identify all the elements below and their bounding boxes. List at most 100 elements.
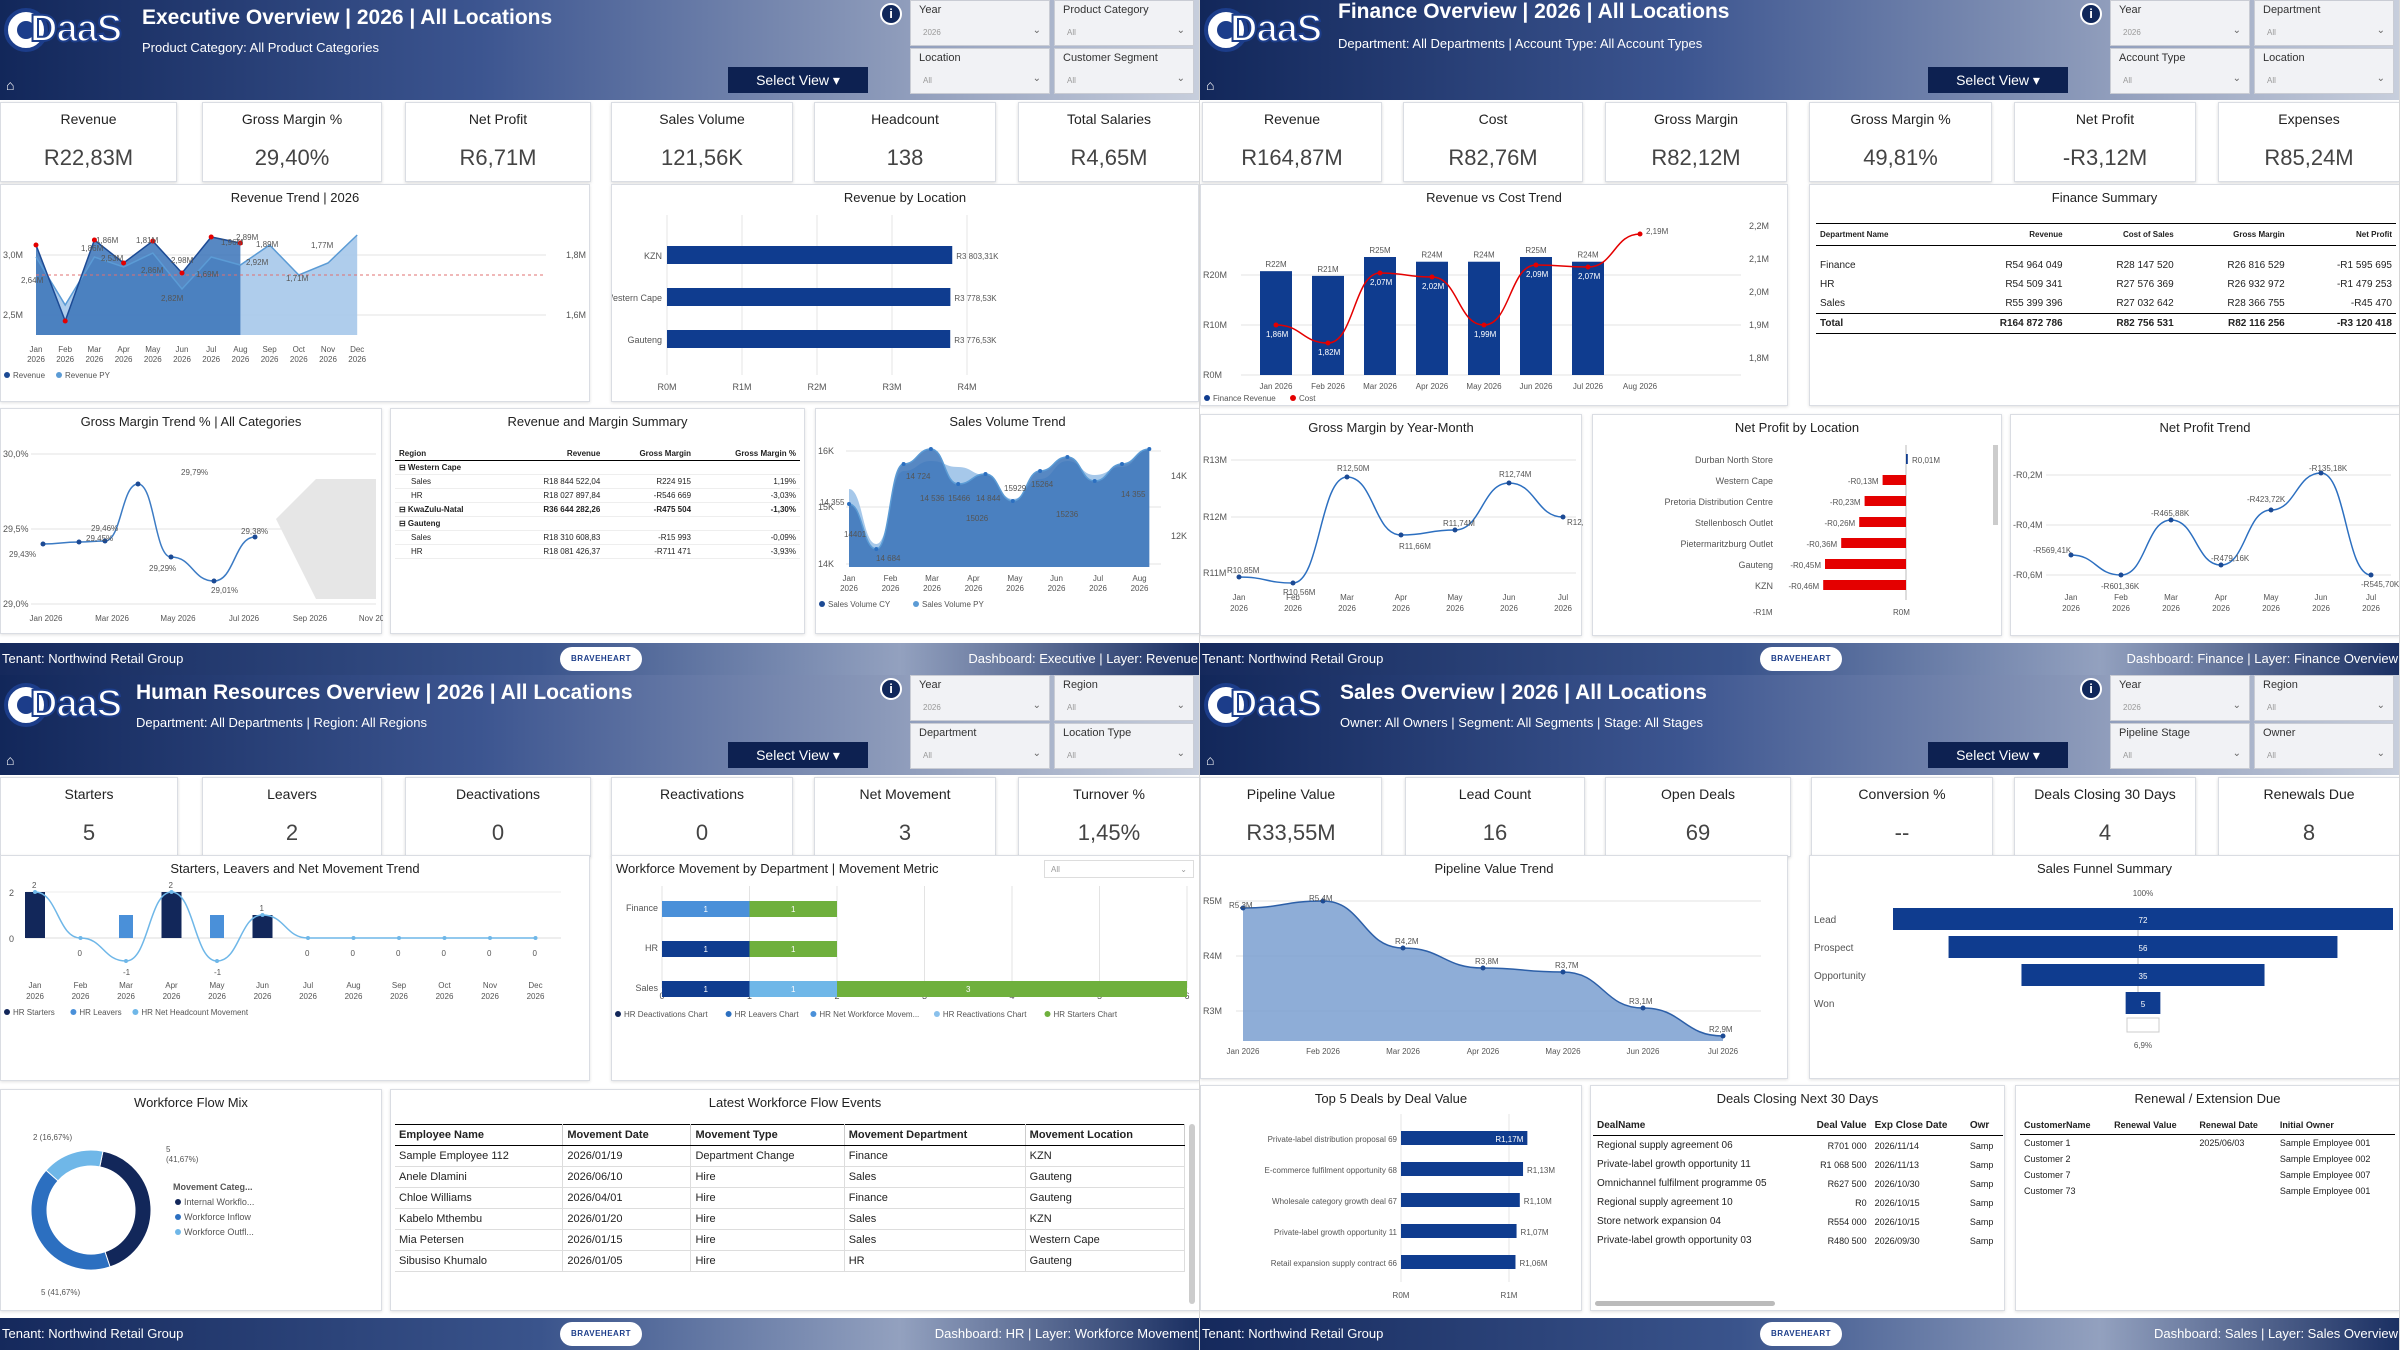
home-icon[interactable]: ⌂ bbox=[1206, 77, 1215, 93]
table-row[interactable]: Regional supply agreement 10 R0 2026/10/15… bbox=[1597, 1197, 1994, 1208]
tick-label: Apr bbox=[967, 574, 980, 583]
region-slicer[interactable]: Region All ⌄ bbox=[2254, 675, 2394, 721]
table-row[interactable]: Customer 7 Sample Employee 007 bbox=[2024, 1170, 2371, 1180]
column-header[interactable]: Renewal Value bbox=[2110, 1116, 2196, 1135]
select-view-button[interactable]: Select View ▾ bbox=[1928, 742, 2068, 768]
select-view-button[interactable]: Select View ▾ bbox=[728, 67, 868, 93]
column-header[interactable]: Owr bbox=[1965, 1116, 2003, 1136]
info-icon[interactable]: i bbox=[880, 3, 902, 25]
tick-label: 2026 bbox=[1131, 584, 1149, 593]
page-subtitle: Product Category: All Product Categories bbox=[142, 40, 380, 55]
table-row[interactable]: Sales R18 310 608,83 -R15 993 -0,09% bbox=[395, 530, 800, 545]
column-header[interactable]: Region bbox=[395, 447, 506, 461]
column-header[interactable]: CustomerName bbox=[2020, 1116, 2111, 1135]
column-header[interactable]: Movement Department bbox=[844, 1124, 1026, 1146]
department-slicer[interactable]: Department All ⌄ bbox=[2254, 0, 2394, 46]
home-icon[interactable]: ⌂ bbox=[6, 77, 15, 93]
customer-segment-slicer[interactable]: Customer Segment All ⌄ bbox=[1054, 48, 1194, 94]
table-row[interactable]: ⊟ Western Cape bbox=[395, 460, 800, 475]
table-row[interactable]: Kabelo Mthembu 2026/01/20 Hire Sales KZN bbox=[395, 1208, 1186, 1230]
finance-header: DaaS ⌂ Finance Overview | 2026 | All Loc… bbox=[1200, 0, 2399, 100]
owner-slicer[interactable]: Owner All ⌄ bbox=[2254, 723, 2394, 769]
select-view-button[interactable]: Select View ▾ bbox=[728, 742, 868, 768]
column-header[interactable]: Movement Type bbox=[690, 1124, 845, 1146]
info-icon[interactable]: i bbox=[2080, 678, 2102, 700]
table-row[interactable]: Mia Petersen 2026/01/15 Hire Sales Western C… bbox=[395, 1229, 1186, 1251]
table-row[interactable]: Store network expansion 04 R554 000 2026/1… bbox=[1597, 1216, 1994, 1227]
column-header[interactable]: Gross Margin % bbox=[695, 447, 800, 461]
info-icon[interactable]: i bbox=[2080, 3, 2102, 25]
column-header[interactable]: Exp Close Date bbox=[1870, 1116, 1966, 1136]
data-label: 29,45% bbox=[86, 534, 113, 543]
year-slicer[interactable]: Year 2026 ⌄ bbox=[2110, 0, 2250, 46]
table-row[interactable]: Customer 2 Sample Employee 002 bbox=[2024, 1154, 2371, 1164]
table-row[interactable]: HR R18 081 426,37 -R711 471 -3,93% bbox=[395, 544, 800, 559]
legend-item: HR Leavers Chart bbox=[735, 1010, 800, 1019]
tick-label: 2026 bbox=[2262, 604, 2280, 613]
data-point bbox=[237, 240, 243, 246]
column-header[interactable]: Department Name bbox=[1816, 223, 1947, 246]
table-row[interactable]: Customer 1 2025/06/03 Sample Employee 001 bbox=[2024, 1138, 2371, 1148]
table-row[interactable]: Private-label growth opportunity 11 R1 06… bbox=[1597, 1159, 1994, 1170]
info-icon[interactable]: i bbox=[880, 678, 902, 700]
table-row[interactable]: Anele Dlamini 2026/06/10 Hire Sales Gauteng bbox=[395, 1166, 1186, 1188]
column-header[interactable]: Renewal Date bbox=[2195, 1116, 2276, 1135]
home-icon[interactable]: ⌂ bbox=[1206, 752, 1215, 768]
data-point bbox=[135, 481, 141, 487]
tick-label: Jan 2026 bbox=[1227, 1047, 1260, 1056]
location-slicer[interactable]: Location All ⌄ bbox=[910, 48, 1050, 94]
table-row[interactable]: Omnichannel fulfilment programme 05 R627 … bbox=[1597, 1178, 1994, 1189]
product-category-slicer[interactable]: Product Category All ⌄ bbox=[1054, 0, 1194, 46]
data-label: -1 bbox=[123, 968, 131, 977]
data-label: -R479,16K bbox=[2211, 554, 2250, 563]
column-header[interactable]: DealName bbox=[1593, 1116, 1803, 1136]
movement-metric-dropdown[interactable]: All ⌄ bbox=[1044, 860, 1194, 878]
table-row[interactable]: Finance R54 964 049 R28 147 520 R26 816 529… bbox=[1820, 259, 2392, 271]
column-header[interactable]: Movement Date bbox=[562, 1124, 692, 1146]
year-slicer[interactable]: Year 2026 ⌄ bbox=[910, 0, 1050, 46]
scrollbar[interactable] bbox=[1595, 1301, 1775, 1306]
table-row[interactable]: ⊟ KwaZulu-Natal R36 644 282,26 -R475 504 -1… bbox=[395, 502, 800, 517]
table-row[interactable]: Sibusiso Khumalo 2026/01/05 Hire HR Gauteng bbox=[395, 1250, 1186, 1272]
tick-label: Apr bbox=[2215, 593, 2228, 602]
table-row[interactable]: Customer 73 Sample Employee 001 bbox=[2024, 1186, 2371, 1196]
table-row[interactable]: Private-label growth opportunity 03 R480 … bbox=[1597, 1235, 1994, 1246]
column-header[interactable]: Revenue bbox=[505, 447, 605, 461]
column-header[interactable]: Revenue bbox=[1946, 223, 2067, 246]
table-row[interactable]: Sales R55 399 396 R27 032 642 R28 366 755 -R… bbox=[1820, 297, 2392, 309]
pipeline-stage-slicer[interactable]: Pipeline Stage All ⌄ bbox=[2110, 723, 2250, 769]
location-slicer[interactable]: Location All ⌄ bbox=[2254, 48, 2394, 94]
location-type-slicer[interactable]: Location Type All ⌄ bbox=[1054, 723, 1194, 769]
table-row[interactable]: Regional supply agreement 06 R701 000 2026… bbox=[1597, 1140, 1994, 1151]
table-row[interactable]: HR R54 509 341 R27 576 369 R26 932 972 -R1 4… bbox=[1820, 278, 2392, 290]
data-point bbox=[1377, 270, 1383, 276]
column-header[interactable]: Employee Name bbox=[395, 1124, 564, 1146]
column-header[interactable]: Deal Value bbox=[1802, 1116, 1871, 1136]
tick-label: R0M bbox=[1203, 370, 1222, 380]
scrollbar[interactable] bbox=[1189, 1124, 1195, 1304]
net-line bbox=[34, 891, 536, 962]
column-header[interactable]: Net Profit bbox=[2288, 223, 2396, 246]
data-label: 15929 bbox=[1004, 484, 1027, 493]
column-header[interactable]: Movement Location bbox=[1025, 1124, 1186, 1146]
year-slicer[interactable]: Year 2026 ⌄ bbox=[910, 675, 1050, 721]
table-row[interactable]: Sales R18 844 522,04 R224 915 1,19% bbox=[395, 474, 800, 489]
home-icon[interactable]: ⌂ bbox=[6, 752, 15, 768]
data-label: R1,06M bbox=[1519, 1259, 1547, 1268]
tick-label: Sep 2026 bbox=[293, 614, 328, 623]
table-row[interactable]: HR R18 027 897,84 -R546 669 -3,03% bbox=[395, 488, 800, 503]
column-header[interactable]: Gross Margin bbox=[604, 447, 696, 461]
data-point bbox=[533, 936, 538, 940]
region-slicer[interactable]: Region All ⌄ bbox=[1054, 675, 1194, 721]
column-header[interactable]: Cost of Sales bbox=[2066, 223, 2178, 246]
year-slicer[interactable]: Year 2026 ⌄ bbox=[2110, 675, 2250, 721]
table-row[interactable]: Chloe Williams 2026/04/01 Hire Finance Gaute… bbox=[395, 1187, 1186, 1209]
account-type-slicer[interactable]: Account Type All ⌄ bbox=[2110, 48, 2250, 94]
table-row[interactable]: Sample Employee 112 2026/01/19 Department … bbox=[395, 1145, 1186, 1167]
department-slicer[interactable]: Department All ⌄ bbox=[910, 723, 1050, 769]
column-header[interactable]: Gross Margin bbox=[2177, 223, 2289, 246]
select-view-button[interactable]: Select View ▾ bbox=[1928, 67, 2068, 93]
column-header[interactable]: Initial Owner bbox=[2275, 1116, 2395, 1135]
revenue-bar bbox=[1520, 257, 1552, 375]
table-row[interactable]: ⊟ Gauteng bbox=[395, 516, 800, 531]
